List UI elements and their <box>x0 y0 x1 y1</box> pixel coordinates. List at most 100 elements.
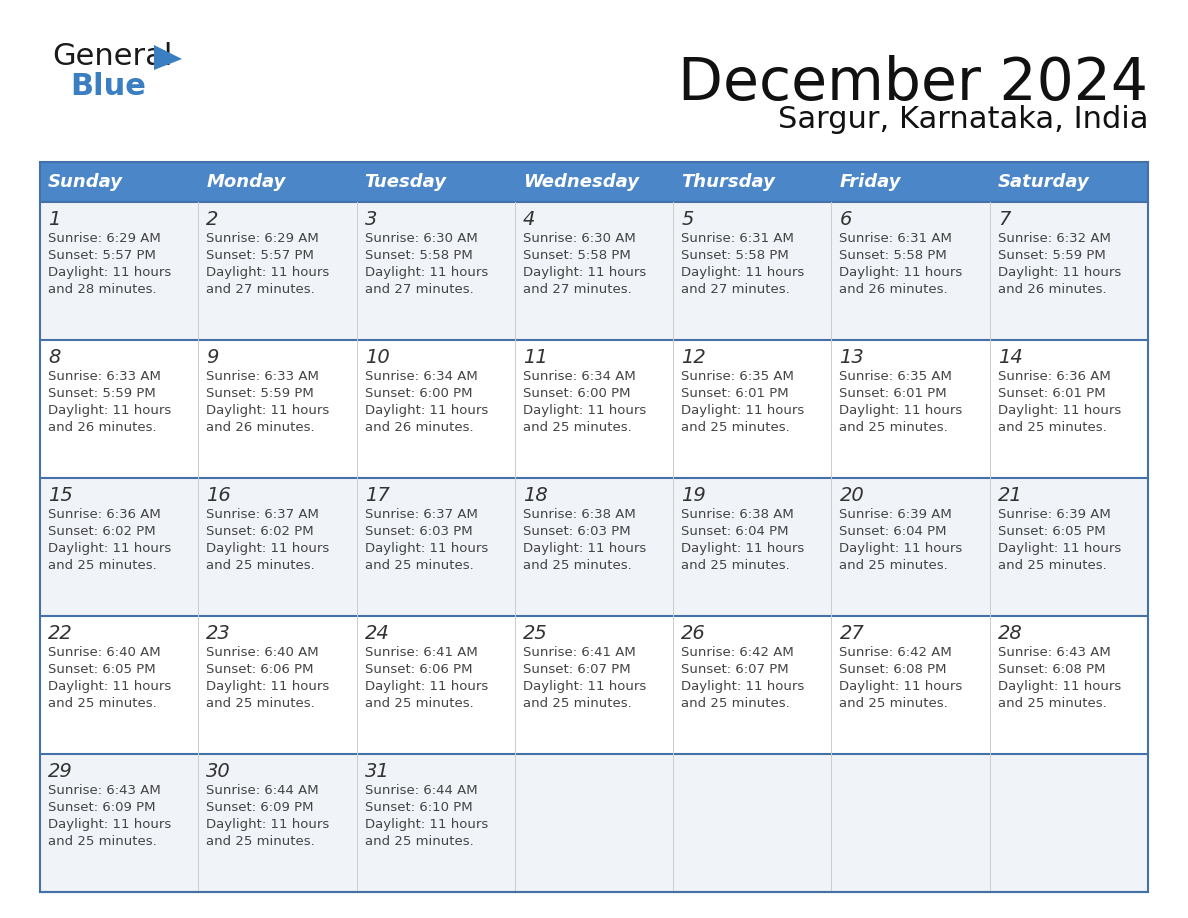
Text: Sunrise: 6:39 AM: Sunrise: 6:39 AM <box>998 508 1111 521</box>
Text: 1: 1 <box>48 210 61 229</box>
Text: and 25 minutes.: and 25 minutes. <box>840 421 948 434</box>
Text: and 25 minutes.: and 25 minutes. <box>523 559 632 572</box>
Text: Daylight: 11 hours: Daylight: 11 hours <box>365 266 488 279</box>
Text: 31: 31 <box>365 762 390 781</box>
Text: Sunset: 6:00 PM: Sunset: 6:00 PM <box>523 387 631 400</box>
Text: Daylight: 11 hours: Daylight: 11 hours <box>48 404 171 417</box>
Text: and 26 minutes.: and 26 minutes. <box>207 421 315 434</box>
Text: 22: 22 <box>48 624 72 643</box>
Text: and 25 minutes.: and 25 minutes. <box>207 697 315 710</box>
Text: Sunrise: 6:44 AM: Sunrise: 6:44 AM <box>207 784 318 797</box>
Text: and 27 minutes.: and 27 minutes. <box>207 283 315 296</box>
Text: 5: 5 <box>681 210 694 229</box>
Text: Sunrise: 6:44 AM: Sunrise: 6:44 AM <box>365 784 478 797</box>
Text: Daylight: 11 hours: Daylight: 11 hours <box>48 680 171 693</box>
Text: Sunset: 6:03 PM: Sunset: 6:03 PM <box>523 525 631 538</box>
Text: Daylight: 11 hours: Daylight: 11 hours <box>48 818 171 831</box>
Text: Sunrise: 6:30 AM: Sunrise: 6:30 AM <box>523 232 636 245</box>
Text: and 26 minutes.: and 26 minutes. <box>365 421 473 434</box>
Text: Daylight: 11 hours: Daylight: 11 hours <box>365 404 488 417</box>
Text: Daylight: 11 hours: Daylight: 11 hours <box>207 680 329 693</box>
Text: Daylight: 11 hours: Daylight: 11 hours <box>365 542 488 555</box>
Text: Blue: Blue <box>70 72 146 101</box>
Text: Sunrise: 6:35 AM: Sunrise: 6:35 AM <box>840 370 953 383</box>
Text: 30: 30 <box>207 762 230 781</box>
Text: and 25 minutes.: and 25 minutes. <box>998 559 1106 572</box>
Text: 3: 3 <box>365 210 377 229</box>
Text: 26: 26 <box>681 624 706 643</box>
Text: 6: 6 <box>840 210 852 229</box>
Text: Saturday: Saturday <box>998 173 1089 191</box>
Text: Daylight: 11 hours: Daylight: 11 hours <box>681 542 804 555</box>
Text: and 25 minutes.: and 25 minutes. <box>523 697 632 710</box>
Text: Daylight: 11 hours: Daylight: 11 hours <box>998 680 1121 693</box>
Text: 18: 18 <box>523 486 548 505</box>
Text: 7: 7 <box>998 210 1010 229</box>
Bar <box>40 162 1148 892</box>
Text: Sunset: 6:04 PM: Sunset: 6:04 PM <box>840 525 947 538</box>
Text: Daylight: 11 hours: Daylight: 11 hours <box>840 404 962 417</box>
Text: Daylight: 11 hours: Daylight: 11 hours <box>681 680 804 693</box>
Text: Sunset: 6:06 PM: Sunset: 6:06 PM <box>207 663 314 676</box>
Text: Sunday: Sunday <box>48 173 124 191</box>
Text: 8: 8 <box>48 348 61 367</box>
Text: Friday: Friday <box>840 173 901 191</box>
Text: Sunrise: 6:34 AM: Sunrise: 6:34 AM <box>523 370 636 383</box>
Text: 16: 16 <box>207 486 230 505</box>
Bar <box>40 202 1148 340</box>
Text: Sunset: 6:02 PM: Sunset: 6:02 PM <box>48 525 156 538</box>
Text: Sunset: 5:58 PM: Sunset: 5:58 PM <box>523 249 631 262</box>
Text: and 27 minutes.: and 27 minutes. <box>681 283 790 296</box>
Text: and 25 minutes.: and 25 minutes. <box>681 559 790 572</box>
Bar <box>40 616 1148 754</box>
Text: and 25 minutes.: and 25 minutes. <box>48 697 157 710</box>
Text: Sunset: 6:08 PM: Sunset: 6:08 PM <box>998 663 1105 676</box>
Text: Daylight: 11 hours: Daylight: 11 hours <box>207 818 329 831</box>
Text: and 28 minutes.: and 28 minutes. <box>48 283 157 296</box>
Text: Sunrise: 6:38 AM: Sunrise: 6:38 AM <box>681 508 794 521</box>
Text: Sunrise: 6:30 AM: Sunrise: 6:30 AM <box>365 232 478 245</box>
Text: 9: 9 <box>207 348 219 367</box>
Text: Sunrise: 6:36 AM: Sunrise: 6:36 AM <box>48 508 160 521</box>
Text: Daylight: 11 hours: Daylight: 11 hours <box>998 542 1121 555</box>
Text: Sunset: 6:01 PM: Sunset: 6:01 PM <box>998 387 1105 400</box>
Text: Tuesday: Tuesday <box>365 173 447 191</box>
Text: Daylight: 11 hours: Daylight: 11 hours <box>48 266 171 279</box>
Text: Sunset: 6:01 PM: Sunset: 6:01 PM <box>840 387 947 400</box>
Polygon shape <box>154 45 182 70</box>
Text: Daylight: 11 hours: Daylight: 11 hours <box>207 542 329 555</box>
Text: Sunrise: 6:31 AM: Sunrise: 6:31 AM <box>681 232 794 245</box>
Text: Sunset: 6:00 PM: Sunset: 6:00 PM <box>365 387 472 400</box>
Text: Sunrise: 6:36 AM: Sunrise: 6:36 AM <box>998 370 1111 383</box>
Text: Sunrise: 6:37 AM: Sunrise: 6:37 AM <box>207 508 320 521</box>
Text: General: General <box>52 42 172 71</box>
Text: Daylight: 11 hours: Daylight: 11 hours <box>523 542 646 555</box>
Text: Daylight: 11 hours: Daylight: 11 hours <box>681 404 804 417</box>
Text: and 25 minutes.: and 25 minutes. <box>681 421 790 434</box>
Text: and 25 minutes.: and 25 minutes. <box>207 559 315 572</box>
Text: Sunrise: 6:43 AM: Sunrise: 6:43 AM <box>998 646 1111 659</box>
Text: and 25 minutes.: and 25 minutes. <box>48 835 157 848</box>
Text: Sunrise: 6:39 AM: Sunrise: 6:39 AM <box>840 508 952 521</box>
Text: 15: 15 <box>48 486 72 505</box>
Text: and 25 minutes.: and 25 minutes. <box>998 421 1106 434</box>
Text: Sunrise: 6:33 AM: Sunrise: 6:33 AM <box>48 370 160 383</box>
Text: and 26 minutes.: and 26 minutes. <box>840 283 948 296</box>
Text: Daylight: 11 hours: Daylight: 11 hours <box>365 818 488 831</box>
Text: and 25 minutes.: and 25 minutes. <box>365 559 473 572</box>
Text: Daylight: 11 hours: Daylight: 11 hours <box>998 266 1121 279</box>
Bar <box>40 754 1148 892</box>
Text: and 25 minutes.: and 25 minutes. <box>365 835 473 848</box>
Text: Sunrise: 6:42 AM: Sunrise: 6:42 AM <box>681 646 794 659</box>
Text: Monday: Monday <box>207 173 285 191</box>
Text: 25: 25 <box>523 624 548 643</box>
Bar <box>40 340 1148 478</box>
Text: and 25 minutes.: and 25 minutes. <box>365 697 473 710</box>
Text: 19: 19 <box>681 486 706 505</box>
Text: Sunrise: 6:35 AM: Sunrise: 6:35 AM <box>681 370 794 383</box>
Text: 4: 4 <box>523 210 536 229</box>
Text: Daylight: 11 hours: Daylight: 11 hours <box>523 404 646 417</box>
Text: Sunset: 6:03 PM: Sunset: 6:03 PM <box>365 525 472 538</box>
Text: Sunset: 6:08 PM: Sunset: 6:08 PM <box>840 663 947 676</box>
Text: Daylight: 11 hours: Daylight: 11 hours <box>840 680 962 693</box>
